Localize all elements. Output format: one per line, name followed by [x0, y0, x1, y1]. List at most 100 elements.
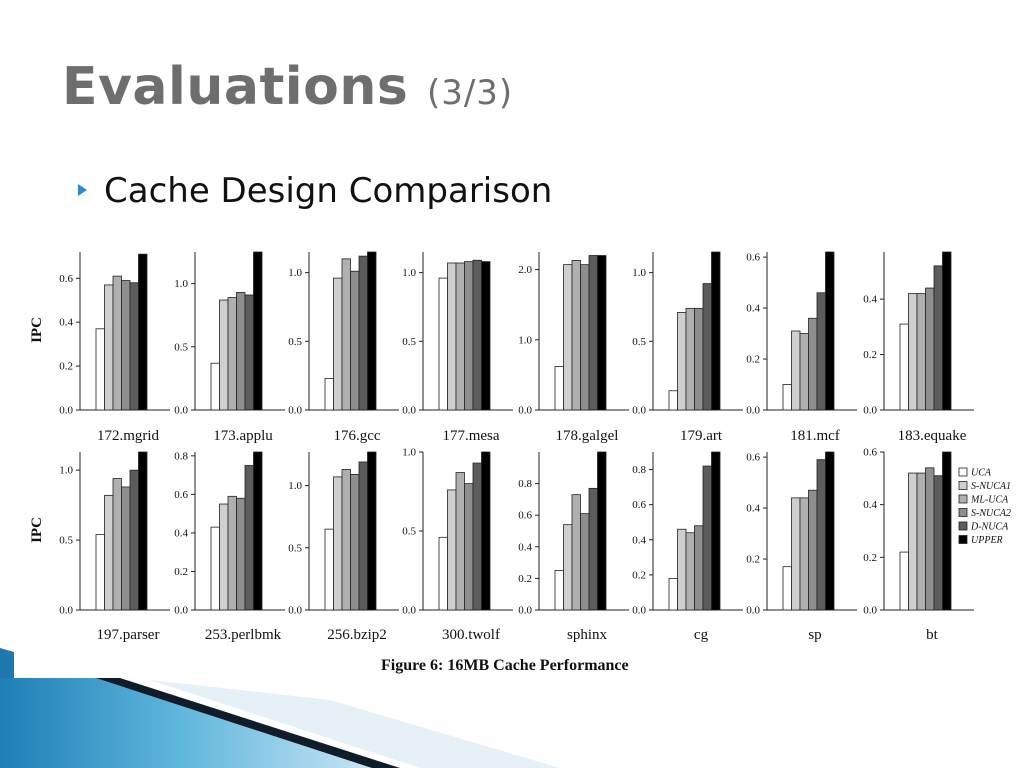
- bar-ml-uca: [916, 293, 926, 411]
- bar-s-nuca2: [236, 497, 246, 611]
- y-tick-label: 0.4: [863, 499, 877, 511]
- y-tick-label: 0.0: [632, 605, 646, 617]
- bar-s-nuca2: [808, 317, 818, 411]
- panel-197-parser: 0.0 0.5 1.0 197.parser: [59, 451, 170, 643]
- panel-label: 183.equake: [898, 428, 967, 444]
- y-tick-label: 0.5: [402, 526, 416, 538]
- panel-label: 173.applu: [213, 428, 273, 444]
- panel-253-perlbmk: 0.0 0.2 0.4 0.6 0.8 253.perlbmk: [174, 450, 285, 643]
- bar-s-nuca1: [219, 299, 229, 411]
- bar-ml-uca: [799, 333, 809, 411]
- y-tick-label: 0.4: [746, 503, 760, 515]
- y-tick-label: 0.2: [59, 361, 73, 373]
- y-tick-label: 0.8: [518, 478, 532, 490]
- decor-left-tab: [0, 648, 14, 678]
- panel-300-twolf: 0.0 0.5 1.0 300.twolf: [402, 447, 513, 643]
- y-tick-label: 0.5: [402, 336, 416, 348]
- legend-swatch: [958, 481, 968, 490]
- y-tick-label: 0.0: [59, 605, 73, 617]
- y-tick-label: 0.4: [746, 303, 760, 315]
- y-tick-label: 0.8: [632, 464, 646, 476]
- bar-ml-uca: [227, 297, 237, 411]
- legend-swatch: [958, 521, 968, 531]
- bar-uca: [324, 377, 334, 411]
- y-tick-label: 0.0: [518, 405, 532, 417]
- y-tick-label: 0.0: [288, 405, 302, 417]
- bar-s-nuca2: [694, 525, 704, 611]
- bar-upper: [481, 451, 491, 611]
- bar-ml-uca: [685, 532, 695, 611]
- panel-181-mcf: 0.0 0.2 0.4 0.6 181.mcf: [746, 252, 857, 444]
- y-tick-label: 0.5: [288, 336, 302, 348]
- bar-s-nuca2: [121, 280, 131, 411]
- y-tick-label: 0.4: [59, 317, 73, 329]
- y-tick-label: 1.0: [402, 267, 416, 279]
- y-tick-label: 0.6: [518, 510, 532, 522]
- y-tick-label: 0.0: [746, 405, 760, 417]
- bar-uca: [95, 534, 105, 611]
- bar-s-nuca2: [121, 486, 131, 611]
- bar-s-nuca1: [104, 494, 114, 611]
- y-tick-label: 0.2: [863, 349, 877, 361]
- slide-title-suffix: (3/3): [426, 73, 514, 113]
- bar-upper: [138, 253, 148, 411]
- legend-label: S-NUCA2: [971, 508, 1011, 519]
- bar-d-nuca: [816, 292, 826, 411]
- bar-uca: [438, 536, 448, 611]
- panel-label: 179.art: [680, 428, 723, 444]
- bar-s-nuca1: [677, 528, 687, 611]
- decor-blue-swoosh: [0, 678, 400, 768]
- bullet-item: Cache Design Comparison: [78, 171, 552, 211]
- bar-s-nuca2: [580, 513, 590, 611]
- panel-label: 181.mcf: [790, 428, 840, 444]
- panel-label: cg: [694, 627, 709, 643]
- legend-swatch: [958, 508, 968, 517]
- bar-s-nuca1: [447, 262, 457, 411]
- bar-ml-uca: [341, 258, 351, 411]
- panel-label: 176.gcc: [333, 428, 380, 444]
- panel-sp: 0.0 0.2 0.4 0.6 sp: [746, 452, 857, 643]
- panel-label: 253.perlbmk: [205, 627, 282, 643]
- bar-d-nuca: [588, 487, 598, 611]
- y-tick-label: 0.6: [632, 499, 646, 511]
- bar-s-nuca1: [908, 293, 918, 411]
- legend-label: D-NUCA: [970, 522, 1009, 533]
- bar-d-nuca: [933, 475, 943, 611]
- bar-upper: [711, 451, 721, 611]
- y-tick-label: 0.0: [863, 605, 877, 617]
- panel-cg: 0.0 0.2 0.4 0.6 0.8 cg: [632, 451, 743, 643]
- panel-label: sphinx: [567, 627, 608, 643]
- y-tick-label: 0.0: [518, 605, 532, 617]
- panel-177-mesa: 0.0 0.5 1.0 177.mesa: [402, 252, 513, 444]
- y-tick-label: 0.6: [174, 489, 188, 501]
- slide-title-main: Evaluations: [62, 57, 409, 117]
- bar-uca: [438, 277, 448, 411]
- panel-178-galgel: 0.0 1.0 2.0 178.galgel: [518, 252, 629, 444]
- bar-upper: [597, 451, 607, 611]
- panel-label: 256.bzip2: [327, 627, 387, 643]
- bar-s-nuca1: [791, 497, 801, 611]
- bar-s-nuca2: [464, 261, 474, 411]
- bullet-text: Cache Design Comparison: [104, 171, 553, 211]
- y-tick-label: 0.6: [746, 452, 760, 464]
- bar-upper: [942, 251, 952, 411]
- bar-s-nuca1: [677, 312, 687, 411]
- y-tick-label: 1.0: [174, 278, 188, 290]
- y-tick-label: 1.0: [288, 480, 302, 492]
- bar-ml-uca: [571, 260, 581, 411]
- figure-caption: Figure 6: 16MB Cache Performance: [381, 657, 629, 674]
- y-tick-label: 0.0: [402, 605, 416, 617]
- bar-s-nuca1: [219, 503, 229, 611]
- y-tick-label: 0.0: [632, 405, 646, 417]
- bar-ml-uca: [916, 472, 926, 611]
- y-tick-label: 0.2: [746, 554, 760, 566]
- slide-title: Evaluations (3/3): [62, 52, 513, 128]
- legend: UCA S-NUCA1 ML-UCA S-NUCA2 D-NUCA UPPER: [958, 468, 1011, 546]
- decor-light-swoosh: [150, 680, 560, 768]
- bar-s-nuca2: [236, 292, 246, 411]
- y-tick-label: 0.2: [863, 552, 877, 564]
- bar-uca: [324, 528, 334, 611]
- decor-dark-stripe: [96, 678, 400, 768]
- bar-upper: [367, 251, 377, 411]
